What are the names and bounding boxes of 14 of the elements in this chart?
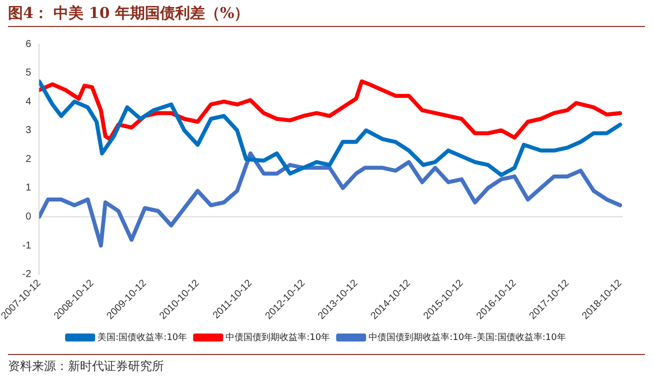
y-tick-label: -2 (22, 269, 32, 280)
y-tick-label: 0 (26, 212, 32, 223)
y-tick-label: 2 (26, 154, 32, 165)
y-tick-label: 5 (26, 68, 32, 79)
y-tick-label: -1 (22, 240, 32, 252)
legend-label: 美国:国债收益率:10年 (98, 332, 188, 343)
chart-title: 图4： 中美 10 年期国债利差（%） (8, 4, 645, 27)
text: 资料来源：新时代证券研究所 (8, 354, 645, 375)
legend-label: 中债国债到期收益率:10年-美国:国债收益率:10年 (368, 332, 566, 343)
y-tick-label: 3 (26, 125, 32, 136)
y-tick-label: 1 (26, 182, 32, 194)
y-tick-label: 6 (26, 38, 32, 50)
y-tick-label: 4 (26, 96, 32, 108)
legend-label: 中债国债到期收益率:10年 (226, 332, 330, 343)
